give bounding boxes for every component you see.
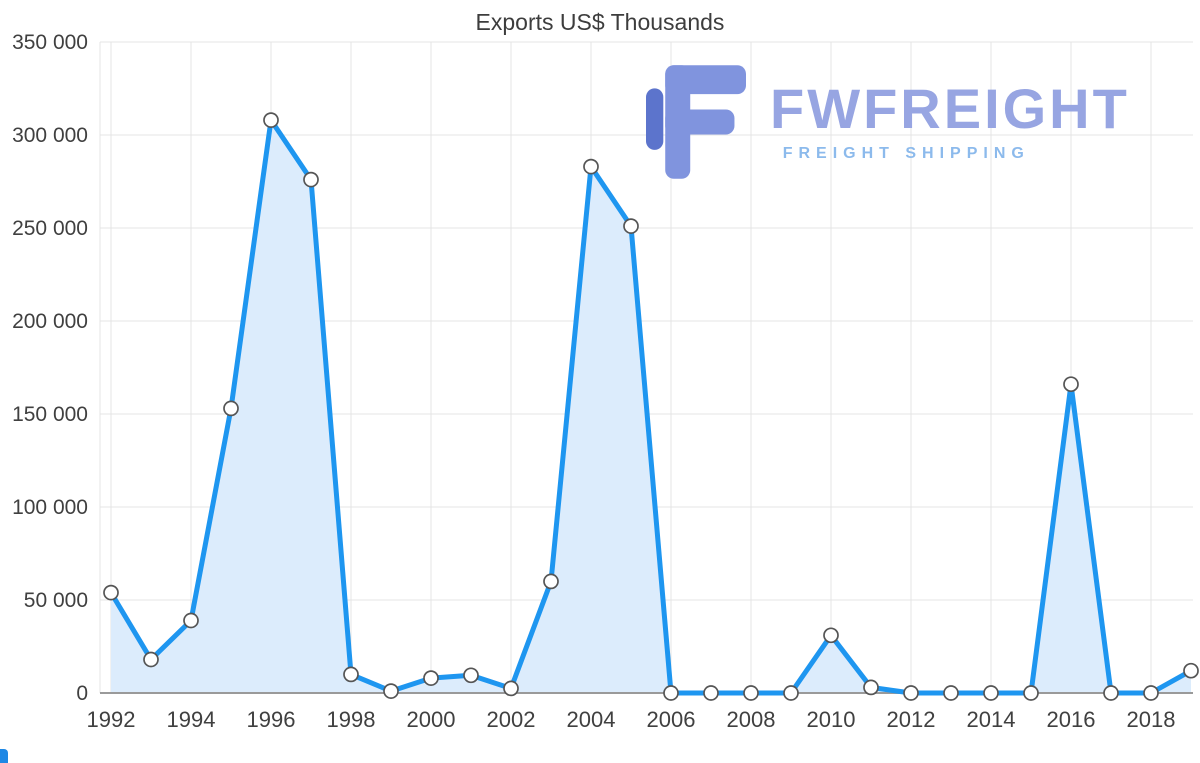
data-point-marker (1023, 685, 1039, 701)
data-point-marker (383, 683, 399, 699)
watermark-subtitle: FREIGHT SHIPPING (782, 145, 1030, 162)
data-point-marker (983, 685, 999, 701)
data-point-marker (823, 627, 839, 644)
data-point-marker (1063, 376, 1079, 393)
data-point-marker (543, 573, 559, 590)
x-tick-label: 1996 (247, 707, 296, 732)
data-point-marker (783, 685, 799, 701)
x-tick-label: 1994 (167, 707, 216, 732)
y-tick-label: 150 000 (12, 403, 88, 426)
data-point-marker (743, 685, 759, 701)
data-point-marker (263, 112, 279, 128)
x-tick-label: 1992 (87, 707, 136, 732)
data-point-marker (1143, 685, 1159, 701)
data-point-marker (503, 680, 519, 697)
data-point-marker (143, 651, 159, 668)
y-tick-label: 50 000 (24, 589, 88, 612)
data-point-marker (863, 679, 879, 696)
x-tick-label: 2004 (567, 707, 616, 732)
x-tick-label: 2002 (487, 707, 536, 732)
x-tick-label: 2000 (407, 707, 456, 732)
data-point-marker (303, 171, 319, 188)
y-tick-label: 100 000 (12, 496, 88, 519)
data-point-marker (183, 612, 199, 629)
data-point-marker (1183, 662, 1199, 679)
x-tick-label: 2018 (1127, 707, 1176, 732)
data-point-marker (1103, 685, 1119, 701)
chart-title: Exports US$ Thousands (475, 9, 725, 35)
data-point-marker (223, 400, 239, 417)
data-point-marker (623, 218, 639, 234)
x-tick-label: 2012 (887, 707, 936, 732)
y-tick-label: 0 (76, 682, 88, 705)
data-point-marker (943, 685, 959, 701)
series-area (111, 120, 1191, 694)
data-point-marker (703, 685, 719, 701)
x-tick-label: 2016 (1047, 707, 1096, 732)
watermark: FWFREIGHT FREIGHT SHIPPING (646, 64, 1130, 180)
y-tick-label: 250 000 (12, 217, 88, 240)
watermark-brand: FWFREIGHT (770, 77, 1130, 140)
corner-artifact (0, 749, 8, 763)
series-line (108, 117, 1194, 696)
data-point-marker (463, 667, 479, 684)
data-point-marker (903, 685, 919, 701)
fwfreight-logo-icon (646, 65, 746, 179)
watermark-text: FWFREIGHT FREIGHT SHIPPING (770, 81, 1130, 163)
x-tick-label: 2008 (727, 707, 776, 732)
data-point-marker (583, 158, 599, 175)
y-tick-label: 300 000 (12, 124, 88, 147)
data-point-marker (103, 584, 119, 601)
y-tick-label: 350 000 (12, 31, 88, 54)
x-tick-label: 2006 (647, 707, 696, 732)
data-point-marker (343, 666, 359, 683)
data-point-marker (423, 670, 439, 686)
y-tick-label: 200 000 (12, 310, 88, 333)
x-tick-label: 1998 (327, 707, 376, 732)
data-point-marker (663, 685, 679, 701)
x-tick-label: 2010 (807, 707, 856, 732)
x-tick-label: 2014 (967, 707, 1016, 732)
